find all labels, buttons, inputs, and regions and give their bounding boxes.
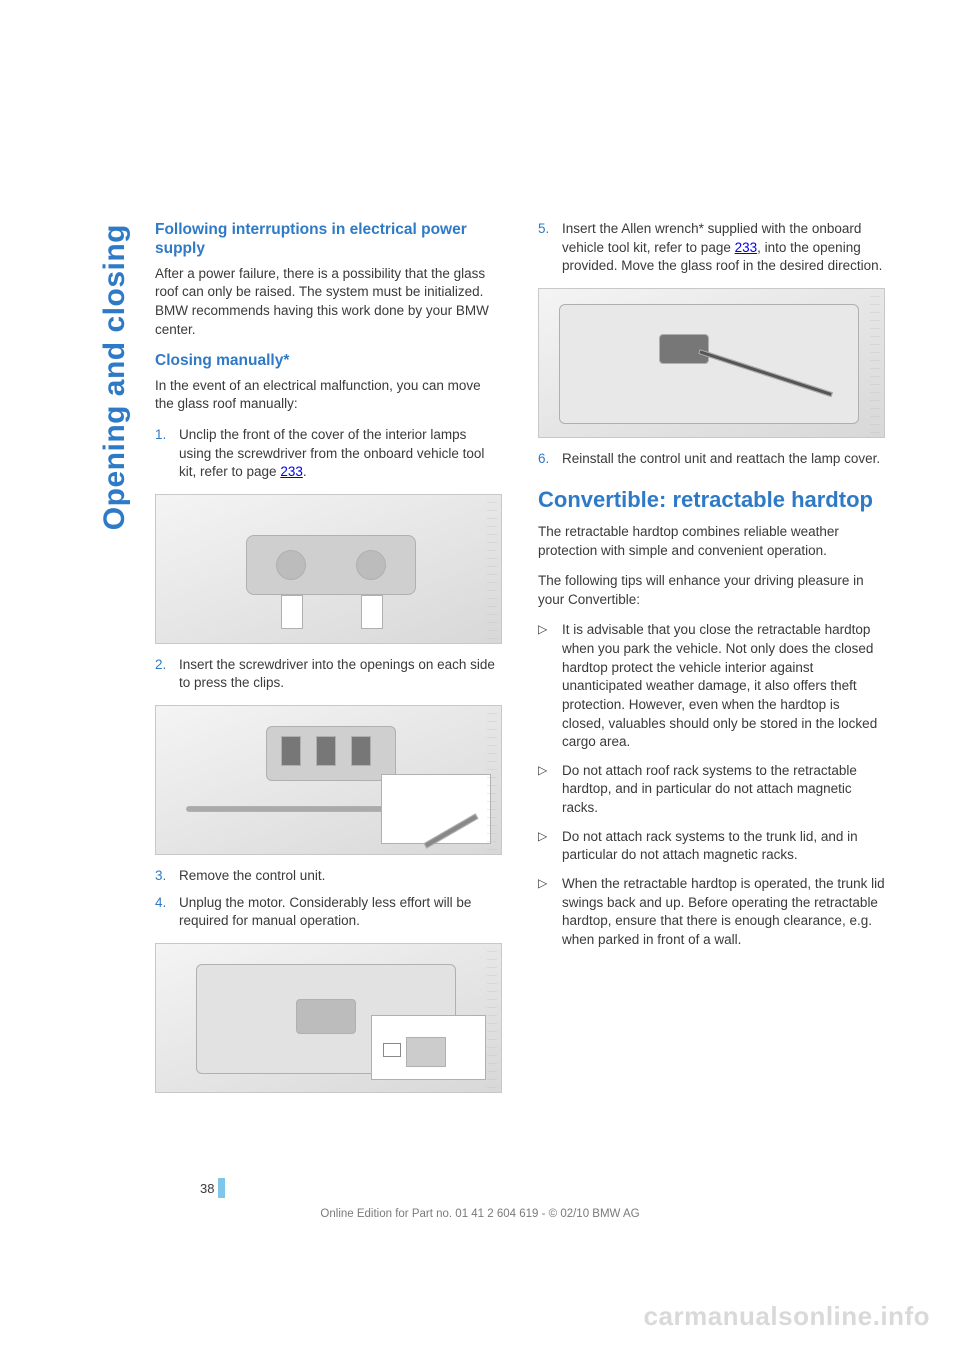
steps-list-e: 6. Reinstall the control unit and reatta… [538,450,885,469]
step-text: Insert the screwdriver into the openings… [179,657,495,691]
heading-closing-manually: Closing manually* [155,351,502,370]
step-2: 2. Insert the screwdriver into the openi… [155,656,502,693]
step-text: Unplug the motor. Considerably less effo… [179,895,471,929]
figure-unplug-motor [155,943,502,1093]
manual-page: Opening and closing Following interrupti… [0,0,960,1358]
steps-list-c: 3. Remove the control unit. 4. Unplug th… [155,867,502,931]
heading-convertible-hardtop: Convertible: retractable hardtop [538,487,885,513]
figure-press-clips [155,705,502,855]
tip-item: When the retractable hardtop is operated… [538,875,885,950]
step-3: 3. Remove the control unit. [155,867,502,886]
steps-list-b: 2. Insert the screwdriver into the openi… [155,656,502,693]
page-number-bar-icon [218,1178,225,1198]
step-number: 1. [155,426,166,445]
column-right: 5. Insert the Allen wrench* supplied wit… [538,220,885,1105]
step-text: Remove the control unit. [179,868,325,883]
watermark: carmanualsonline.info [644,1301,930,1332]
steps-list-d: 5. Insert the Allen wrench* supplied wit… [538,220,885,276]
tip-item: Do not attach roof rack systems to the r… [538,762,885,818]
step-5: 5. Insert the Allen wrench* supplied wit… [538,220,885,276]
column-left: Following interruptions in electrical po… [155,220,502,1105]
step-number: 4. [155,894,166,913]
para-closing-intro: In the event of an electrical malfunctio… [155,377,502,414]
step-number: 3. [155,867,166,886]
page-ref-233b[interactable]: 233 [735,240,758,255]
step-text-post: . [303,464,307,479]
content-columns: Following interruptions in electrical po… [155,220,885,1105]
step-1: 1. Unclip the front of the cover of the … [155,426,502,482]
footer-line: Online Edition for Part no. 01 41 2 604 … [0,1208,960,1220]
step-6: 6. Reinstall the control unit and reatta… [538,450,885,469]
section-side-label: Opening and closing [98,224,132,530]
step-text: Unclip the front of the cover of the int… [179,427,484,479]
page-number: 38 [200,1181,214,1196]
page-ref-233a[interactable]: 233 [280,464,303,479]
figure-interior-lamp-cover [155,494,502,644]
para-hardtop-1: The retractable hardtop combines reliabl… [538,523,885,560]
page-number-wrap: 38 [200,1178,225,1198]
step-4: 4. Unplug the motor. Considerably less e… [155,894,502,931]
steps-list-a: 1. Unclip the front of the cover of the … [155,426,502,482]
para-hardtop-2: The following tips will enhance your dri… [538,572,885,609]
step-text: Reinstall the control unit and reattach … [562,451,880,466]
para-interruptions: After a power failure, there is a possib… [155,265,502,340]
tip-item: It is advisable that you close the retra… [538,621,885,751]
tip-item: Do not attach rack systems to the trunk … [538,828,885,865]
figure-allen-wrench [538,288,885,438]
step-number: 6. [538,450,549,469]
step-number: 5. [538,220,549,239]
heading-interruptions: Following interruptions in electrical po… [155,220,502,259]
tips-list: It is advisable that you close the retra… [538,621,885,949]
step-number: 2. [155,656,166,675]
